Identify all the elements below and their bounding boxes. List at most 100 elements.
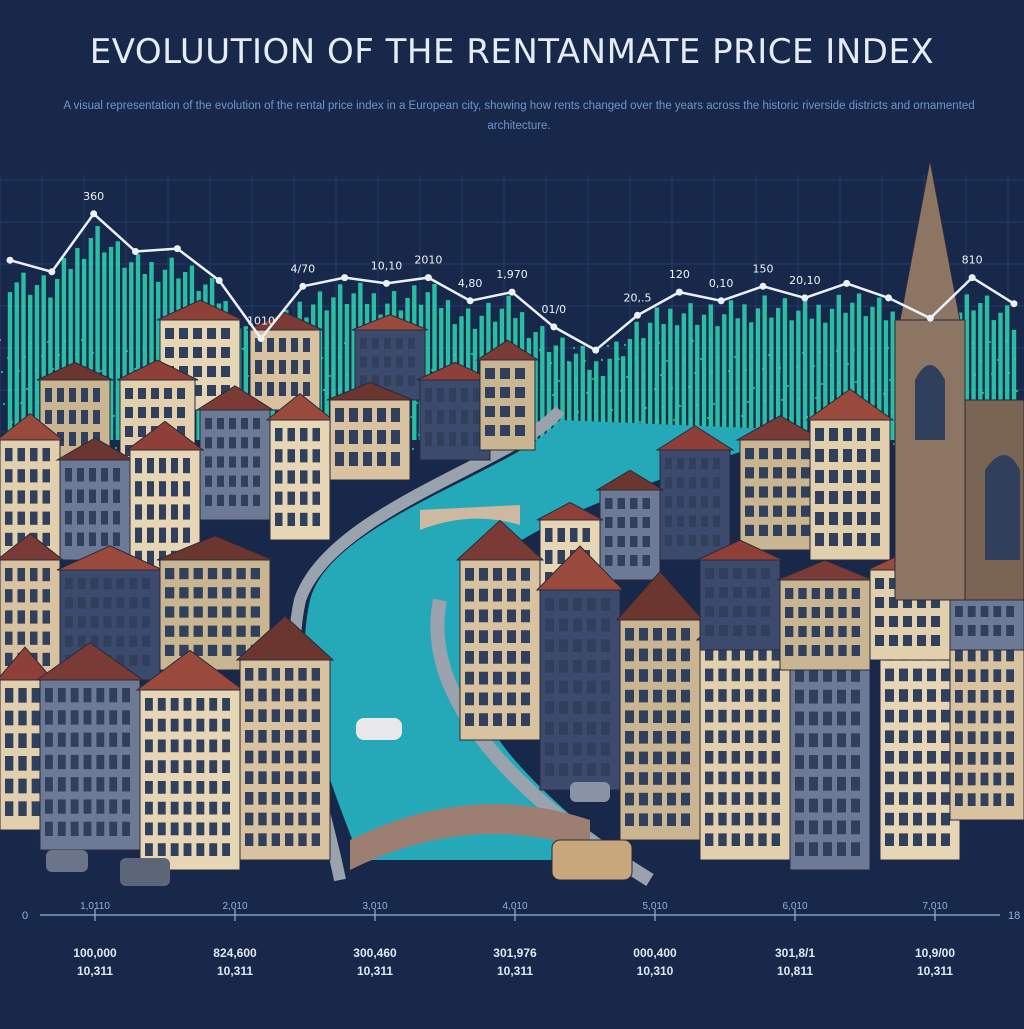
window [701,534,708,546]
window [70,688,79,703]
point-label: 20,.5 [624,291,652,304]
window [116,597,125,609]
window [851,842,860,856]
window [253,475,260,487]
window [885,812,894,826]
window [493,609,502,623]
window [5,710,14,726]
building-roof [125,420,205,451]
window [222,822,230,836]
bar-dot [99,369,103,373]
window [667,648,676,662]
window [493,713,502,726]
window [771,812,780,826]
window [955,752,963,765]
building-roof [351,314,429,331]
window [125,388,133,399]
window [285,668,294,681]
window [809,798,818,813]
index-point [843,279,851,287]
window [45,388,52,402]
x-tick-value-label: 10,9/00 [915,946,955,960]
window [718,833,727,846]
window [601,618,610,632]
bar-dot [0,370,4,374]
building-roof [0,532,65,561]
window [145,822,153,836]
window [493,588,502,602]
bar-dot [326,342,330,346]
window [165,328,174,339]
window [103,635,112,647]
x-tick-year-label: 10,811 [777,964,813,978]
window [122,821,130,836]
window [785,607,794,618]
index-bar [627,339,633,440]
window [758,689,767,702]
window [582,528,590,542]
window [17,589,25,603]
window [545,763,554,776]
x-axis-ticks: 0 18 1,0110 100,000 10,311 2,010 824,600 10,311… [22,901,1020,978]
window [642,498,650,509]
window [45,777,53,792]
bar-dot [812,364,816,368]
window [815,491,824,504]
window [196,698,205,711]
bar-dot [610,408,614,412]
window [135,458,142,474]
window [601,598,610,611]
window [122,777,130,792]
window [165,606,175,618]
window [193,625,203,637]
window [312,470,320,484]
building-roof [776,559,874,581]
window [177,388,185,399]
window [372,338,379,349]
bar-dot [74,352,78,356]
window [30,589,38,603]
building-roof [475,339,540,361]
window [207,587,218,599]
window [171,481,178,497]
window [913,730,922,743]
window [298,688,307,702]
window [142,616,150,628]
bar-dot [572,346,576,350]
window [360,375,367,386]
window [473,410,480,424]
index-bar [432,283,437,440]
window [129,635,138,647]
window [377,430,386,444]
window [170,760,179,773]
building [475,339,540,451]
window [731,812,740,826]
index-bar [769,317,774,440]
window [209,822,218,836]
window [731,648,740,661]
cathedral-spire [899,159,961,321]
window [885,689,894,702]
index-bar [715,326,720,440]
window [601,763,610,776]
window [587,660,596,673]
window [69,432,76,446]
bar-dot [657,341,661,345]
window [639,689,648,703]
window [843,449,852,462]
x-tick-value-label: 300,460 [353,946,397,960]
window [705,771,714,785]
window [733,625,742,636]
car [46,850,88,872]
window [889,597,898,608]
window [653,751,662,765]
window [5,756,14,771]
window [65,597,73,609]
bar-dot [551,393,555,397]
window [142,597,150,609]
window [689,477,696,489]
index-point [341,274,349,282]
window [665,477,672,489]
x-tick-top-label: 1,0110 [80,901,110,912]
bar-dot [25,387,29,391]
